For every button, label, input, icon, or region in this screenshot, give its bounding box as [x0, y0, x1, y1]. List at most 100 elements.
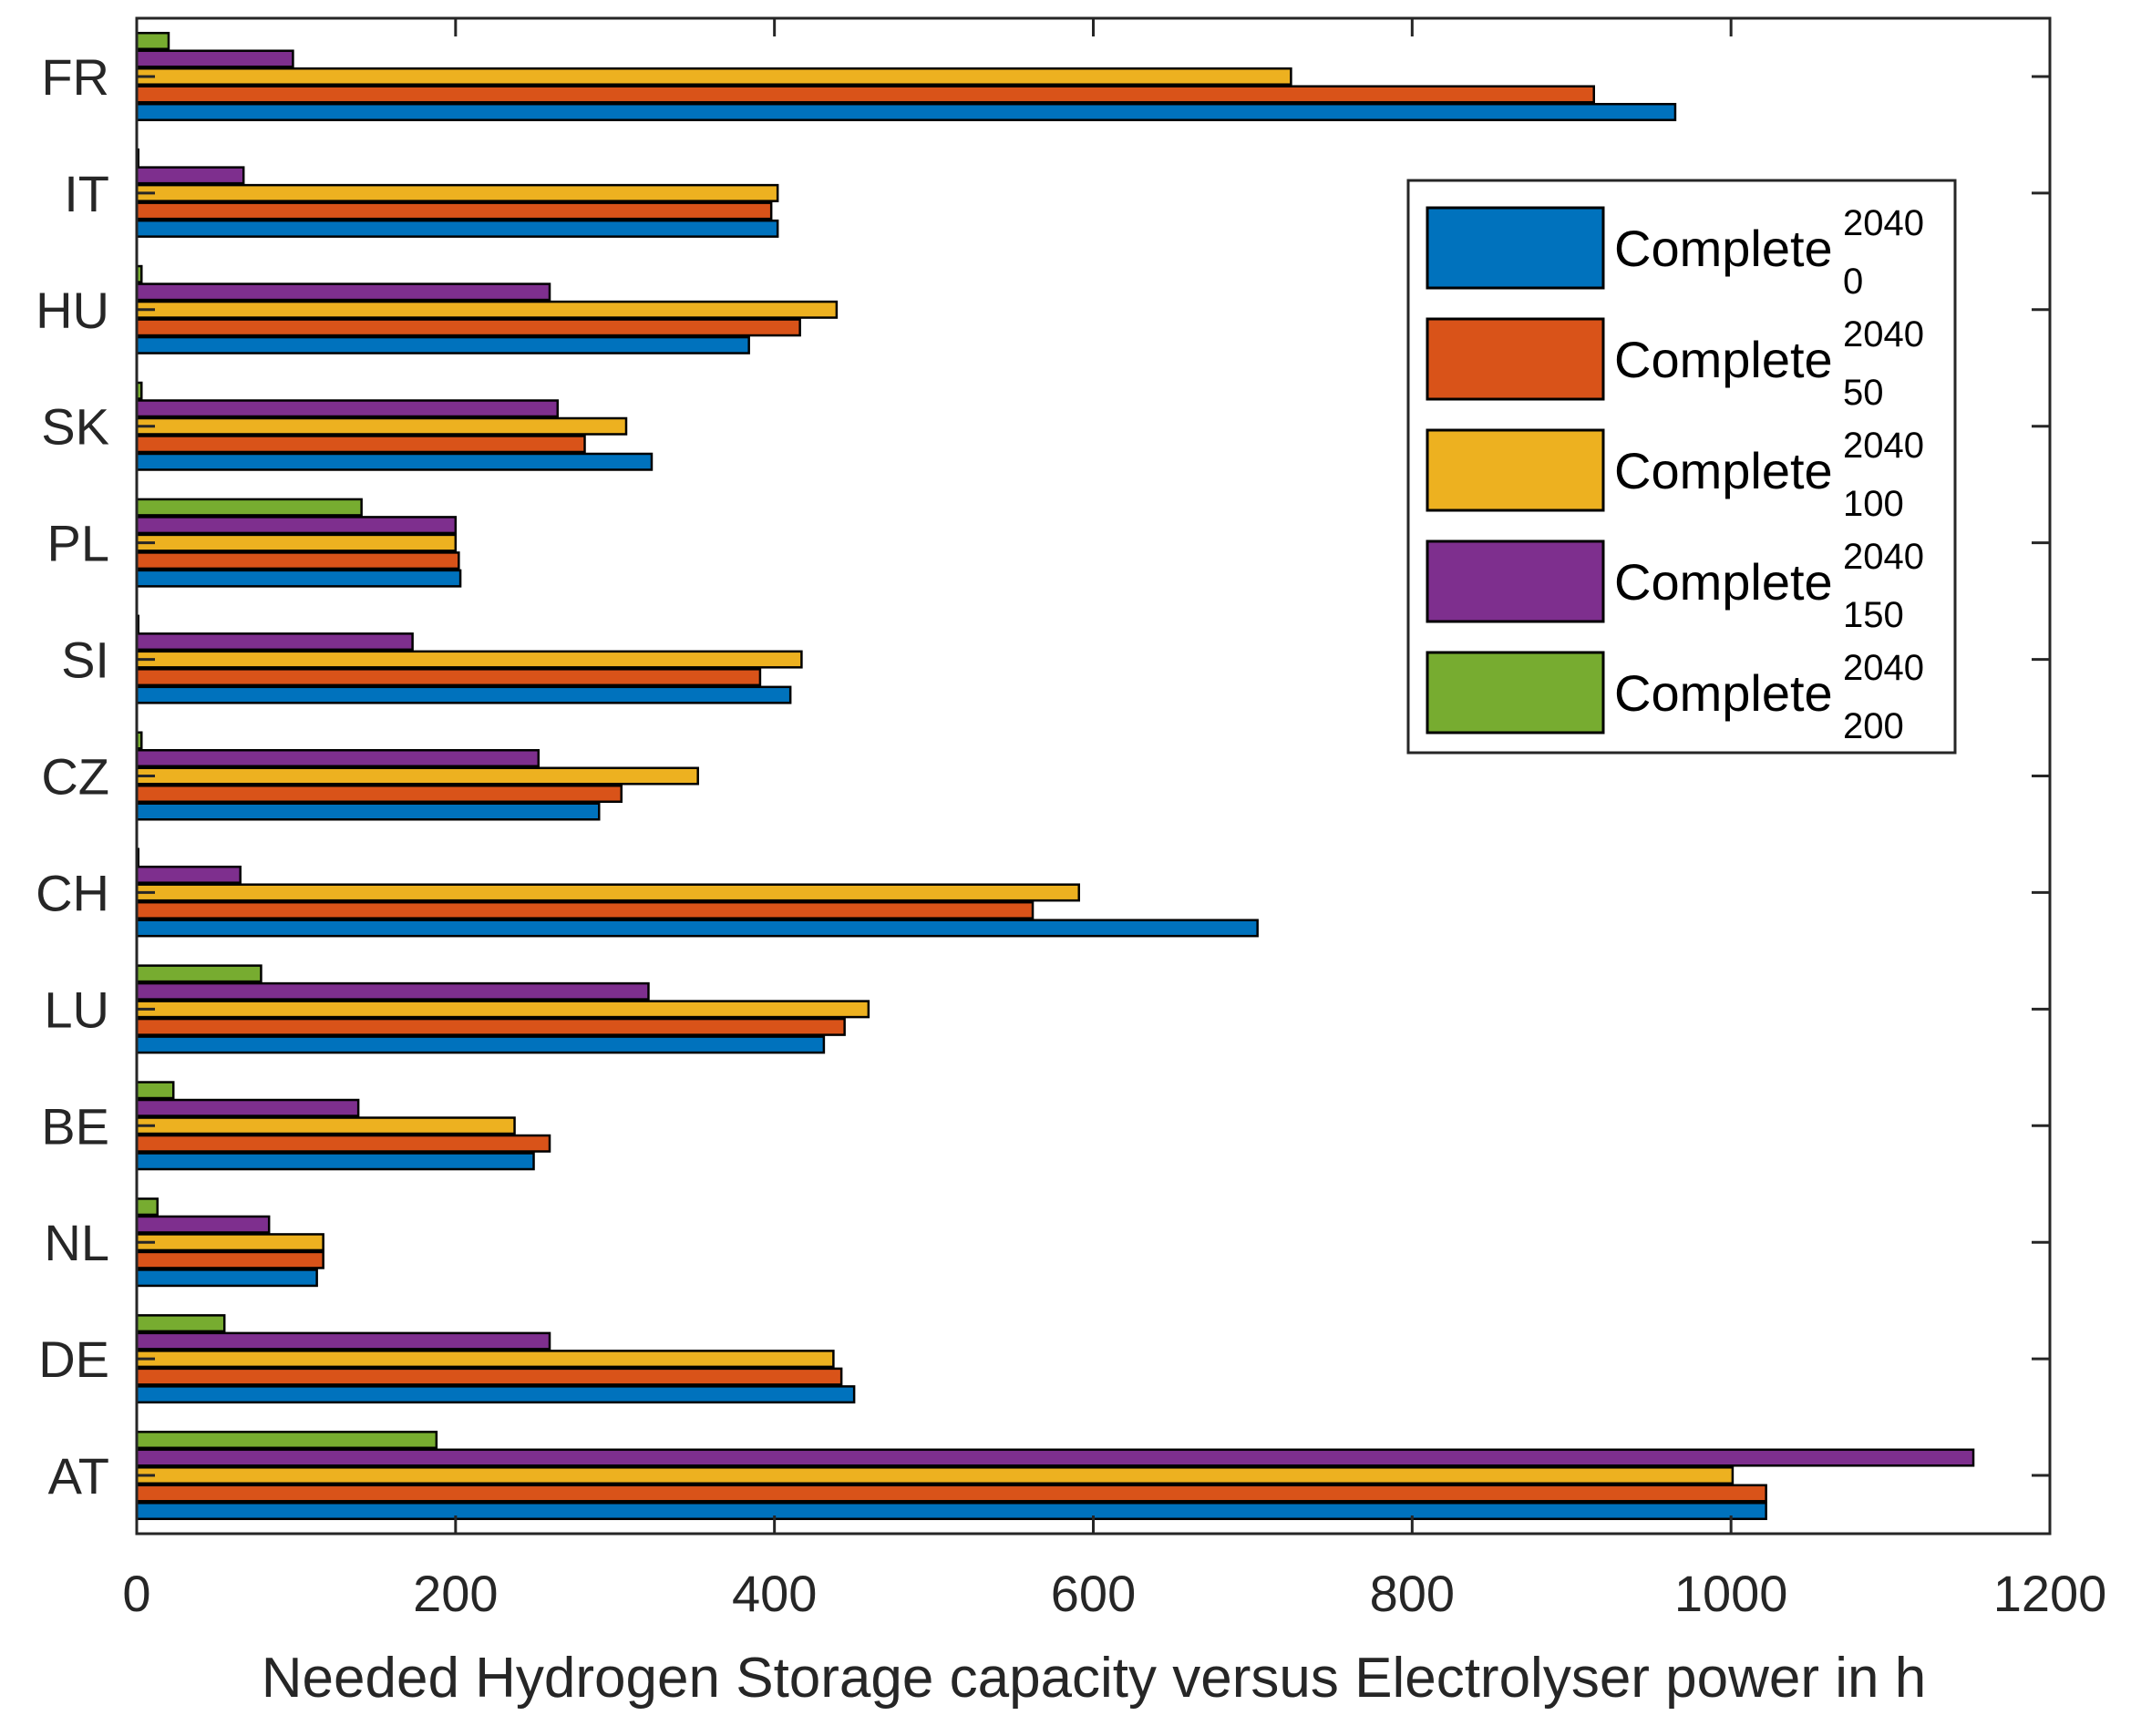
x-tick-labels: 0 200 400 600 800 1000 1200	[122, 1565, 2106, 1622]
x-tick-label-1: 200	[413, 1565, 498, 1622]
bar-FR-series-0	[135, 102, 1677, 121]
x-tick-label-0: 0	[122, 1565, 150, 1622]
y-tick-labels: FR IT HU SK PL SI CZ CH LU BE NL DE AT	[36, 48, 109, 1505]
bar-NL-series-4	[135, 1197, 159, 1217]
legend-label-2: Complete	[1614, 442, 1833, 499]
legend-superscript-1: 2040	[1843, 314, 1924, 354]
x-tick-label-5: 1000	[1674, 1565, 1788, 1622]
bar-FR-series-4	[135, 31, 170, 50]
y-tick-label-AT: AT	[48, 1447, 109, 1505]
y-tick-label-HU: HU	[36, 282, 109, 339]
bar-IT-series-3	[135, 166, 245, 185]
ticks-layer	[135, 18, 2052, 1534]
bar-FR-series-2	[135, 67, 1292, 86]
legend-label-1: Complete	[1614, 331, 1833, 388]
x-tick-label-4: 800	[1370, 1565, 1455, 1622]
bar-DE-series-2	[135, 1350, 835, 1369]
x-tick-label-2: 400	[732, 1565, 817, 1622]
bar-HU-series-1	[135, 318, 801, 337]
bar-BE-series-2	[135, 1116, 516, 1135]
bar-SK-series-1	[135, 435, 586, 454]
legend-superscript-3: 2040	[1843, 537, 1924, 577]
y-tick-label-NL: NL	[44, 1214, 109, 1271]
y-tick-label-LU: LU	[44, 981, 109, 1038]
legend-subscript-0: 0	[1843, 262, 1863, 302]
bar-DE-series-3	[135, 1331, 551, 1351]
bar-BE-series-1	[135, 1134, 551, 1153]
y-tick-label-FR: FR	[41, 48, 109, 106]
bar-CZ-series-3	[135, 749, 540, 767]
legend-label-3: Complete	[1614, 553, 1833, 611]
y-tick-label-SK: SK	[41, 398, 109, 456]
legend-superscript-2: 2040	[1843, 426, 1924, 466]
bar-FR-series-1	[135, 85, 1595, 104]
bar-SI-series-1	[135, 668, 762, 687]
plot-frame	[135, 16, 2052, 1536]
bar-SI-series-2	[135, 650, 803, 669]
bar-CH-series-0	[135, 919, 1259, 938]
bar-PL-series-2	[135, 533, 458, 552]
legend-subscript-2: 100	[1843, 484, 1904, 524]
y-tick-label-CZ: CZ	[41, 748, 109, 806]
legend-swatch-0	[1426, 206, 1605, 290]
bar-AT-series-1	[135, 1484, 1767, 1503]
bar-CH-series-2	[135, 883, 1081, 902]
bar-CH-series-3	[135, 865, 242, 884]
bar-BE-series-0	[135, 1152, 535, 1171]
bar-FR-series-3	[135, 49, 294, 68]
bar-PL-series-0	[135, 569, 462, 588]
bar-LU-series-2	[135, 1000, 870, 1019]
bar-LU-series-0	[135, 1035, 826, 1054]
bar-BE-series-4	[135, 1081, 175, 1100]
bar-SI-series-3	[135, 632, 414, 652]
bar-SI-series-0	[135, 685, 792, 704]
legend-swatch-2	[1426, 428, 1605, 512]
bar-BE-series-3	[135, 1098, 360, 1117]
bar-NL-series-1	[135, 1250, 324, 1269]
bar-LU-series-1	[135, 1017, 846, 1036]
legend-superscript-0: 2040	[1843, 203, 1924, 243]
x-tick-label-3: 600	[1051, 1565, 1136, 1622]
legend-label-0: Complete	[1614, 220, 1833, 277]
y-tick-label-IT: IT	[64, 165, 109, 222]
y-tick-label-PL: PL	[47, 515, 110, 572]
bar-CZ-series-2	[135, 766, 699, 786]
bar-LU-series-3	[135, 981, 650, 1001]
bar-NL-series-3	[135, 1215, 271, 1234]
bar-AT-series-3	[135, 1448, 1975, 1467]
bar-DE-series-0	[135, 1385, 856, 1404]
bar-AT-series-4	[135, 1431, 438, 1450]
bar-IT-series-0	[135, 219, 779, 238]
legend-swatch-4	[1426, 651, 1605, 734]
bar-PL-series-4	[135, 498, 363, 517]
bar-AT-series-2	[135, 1466, 1735, 1485]
y-tick-label-BE: BE	[41, 1097, 109, 1155]
bar-DE-series-1	[135, 1367, 843, 1386]
bar-CZ-series-0	[135, 802, 601, 821]
y-tick-label-DE: DE	[38, 1330, 109, 1388]
bar-NL-series-0	[135, 1269, 318, 1288]
legend-subscript-1: 50	[1843, 373, 1884, 413]
bar-SK-series-2	[135, 416, 628, 436]
bar-HU-series-2	[135, 300, 839, 319]
bar-IT-series-1	[135, 201, 773, 221]
legend-subscript-3: 150	[1843, 595, 1904, 635]
bar-HU-series-3	[135, 282, 551, 302]
bar-HU-series-0	[135, 335, 750, 354]
bar-DE-series-4	[135, 1314, 226, 1333]
bar-AT-series-0	[135, 1502, 1767, 1521]
bar-CH-series-1	[135, 900, 1035, 919]
bar-SK-series-3	[135, 399, 560, 418]
legend-swatch-3	[1426, 539, 1605, 623]
legend-subscript-4: 200	[1843, 706, 1904, 746]
bar-IT-series-2	[135, 183, 779, 202]
bar-PL-series-1	[135, 551, 460, 570]
bar-NL-series-2	[135, 1233, 324, 1252]
bar-SK-series-0	[135, 452, 654, 471]
legend-superscript-4: 2040	[1843, 648, 1924, 688]
legend-label-4: Complete	[1614, 664, 1833, 722]
bar-PL-series-3	[135, 516, 458, 535]
y-tick-label-SI: SI	[61, 632, 109, 689]
